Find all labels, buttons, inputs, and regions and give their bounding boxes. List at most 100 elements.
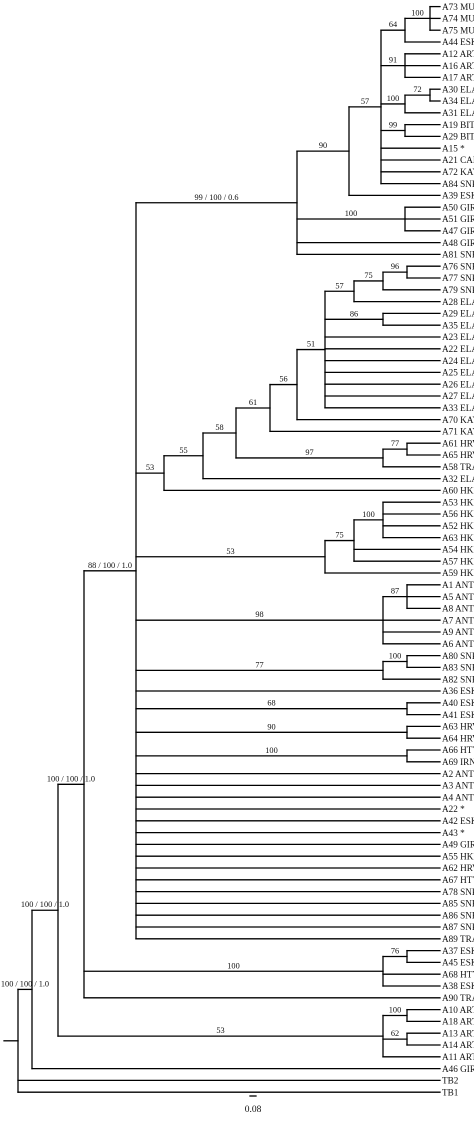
leaf-label: A26 ELA (442, 379, 474, 389)
leaf-label: A9 ANT (442, 627, 474, 637)
leaf-label: A72 KAY (442, 167, 474, 177)
leaf-label: A84 SNP (442, 179, 474, 189)
leaf-label: A58 TRA (442, 462, 474, 472)
leaf-label: A37 ESK (442, 946, 474, 956)
support-value: 72 (413, 85, 421, 94)
leaf-label: A69 IRN (442, 757, 474, 767)
leaf-label: A55 HKR (442, 851, 474, 861)
support-value: 77 (255, 660, 263, 669)
leaf-label: A17 ART (442, 73, 474, 83)
support-value: 86 (350, 309, 358, 318)
leaf-label: A57 HKR (442, 556, 474, 566)
support-value: 100 (227, 961, 239, 970)
leaf-label: A89 TRA (442, 934, 474, 944)
leaf-label: A34 ELA (442, 96, 474, 106)
support-value: 100 (265, 746, 277, 755)
support-value: 75 (335, 531, 343, 540)
leaf-label: A49 GIR (442, 840, 474, 850)
support-value: 100 (389, 1006, 401, 1015)
leaf-label: A28 ELA (442, 297, 474, 307)
leaf-label: A56 HKR (442, 509, 474, 519)
support-value: 96 (391, 262, 399, 271)
support-value: 58 (215, 423, 223, 432)
leaf-label: A71 KAY (442, 427, 474, 437)
support-value: 76 (391, 947, 399, 956)
leaf-label: A42 ESK (442, 816, 474, 826)
leaf-label: A61 HRV (442, 438, 474, 448)
leaf-label: A25 ELA (442, 368, 474, 378)
support-value: 53 (226, 547, 234, 556)
leaf-label: A23 ELA (442, 332, 474, 342)
leaf-label: A85 SNP (442, 899, 474, 909)
support-value: 56 (279, 375, 287, 384)
support-value: 57 (361, 97, 369, 106)
leaf-label: A13 ART (442, 1028, 474, 1038)
support-value: 61 (249, 398, 257, 407)
leaf-label: A21 CAN (442, 155, 474, 165)
leaf-label: A74 MUG (442, 14, 474, 24)
support-value: 88 / 100 / 1.0 (88, 561, 132, 570)
leaf-label: A80 SNP (442, 651, 474, 661)
leaf-label: A18 ART (442, 1017, 474, 1027)
leaf-label: A79 SNP (442, 285, 474, 295)
leaf-label: A48 GIR (442, 238, 474, 248)
support-value: 51 (307, 340, 315, 349)
leaf-label: A1 ANT (442, 580, 474, 590)
leaf-label: A22 ELA (442, 344, 474, 354)
leaf-label: A52 HKR (442, 521, 474, 531)
support-value: 55 (179, 446, 187, 455)
leaf-label: A62 HRV (442, 863, 474, 873)
leaf-label: A60 HKR (442, 486, 474, 496)
leaf-label: A64 HRV (442, 733, 474, 743)
leaf-label: A87 SNP (442, 922, 474, 932)
support-labels: 100 64 91 72 100 99 57 90 100 99 / 100 / 0.6 96 75 5… (1, 8, 424, 1038)
leaf-label: A78 SNP (442, 887, 474, 897)
tree-branches (3, 5, 441, 1093)
leaf-label: A12 ART (442, 49, 474, 59)
support-value: 53 (216, 1026, 224, 1035)
leaf-label: A8 ANT (442, 604, 474, 614)
leaf-label: A82 SNP (442, 674, 474, 684)
leaf-label: A44 ESK (442, 37, 474, 47)
leaf-label: A22 * (442, 804, 465, 814)
leaf-label: A14 ART (442, 1040, 474, 1050)
support-value: 100 (362, 510, 374, 519)
support-value: 68 (267, 699, 275, 708)
leaf-label: A50 GIR (442, 202, 474, 212)
leaf-label: A86 SNP (442, 910, 474, 920)
leaf-label: A32 ELA (442, 474, 474, 484)
leaf-label: A3 ANT (442, 781, 474, 791)
support-value: 90 (319, 141, 327, 150)
support-value: 64 (389, 20, 398, 29)
leaf-labels: A73 MUG A74 MUGA75 MUG A44 ESK A12 ART A16 A… (442, 2, 474, 1098)
leaf-label: A7 ANT (442, 615, 474, 625)
leaf-label: A81 SNP (442, 250, 474, 260)
support-value: 100 (345, 209, 357, 218)
leaf-label: A38 ESK (442, 981, 474, 991)
leaf-label: A35 ELA (442, 320, 474, 330)
leaf-label: TB2 (442, 1076, 459, 1086)
leaf-label: A31 ELA (442, 108, 474, 118)
leaf-label: A10 ART (442, 1005, 474, 1015)
leaf-label: A4 ANT (442, 792, 474, 802)
leaf-label: A75 MUG (442, 25, 474, 35)
leaf-label: A54 HKR (442, 545, 474, 555)
leaf-label: A45 ESK (442, 958, 474, 968)
scale-bar-label: 0.08 (245, 1105, 262, 1115)
support-value: 100 / 100 / 1.0 (47, 774, 95, 783)
support-value: 100 (389, 652, 401, 661)
support-value: 62 (391, 1029, 399, 1038)
leaf-label: A16 ART (442, 61, 474, 71)
support-value: 99 / 100 / 0.6 (194, 193, 238, 202)
scale-bar: 0.08 (245, 1095, 262, 1115)
leaf-label: A65 HRV (442, 450, 474, 460)
leaf-label: A83 SNP (442, 663, 474, 673)
support-value: 99 (389, 121, 397, 130)
leaf-label: A19 BIT (442, 120, 474, 130)
leaf-label: A63 HKR (442, 533, 474, 543)
leaf-label: A29 ELA (442, 309, 474, 319)
leaf-label: A39 ESK (442, 191, 474, 201)
leaf-label: A76 SNP (442, 261, 474, 271)
leaf-label: A63 HRV (442, 722, 474, 732)
leaf-label: A6 ANT (442, 639, 474, 649)
